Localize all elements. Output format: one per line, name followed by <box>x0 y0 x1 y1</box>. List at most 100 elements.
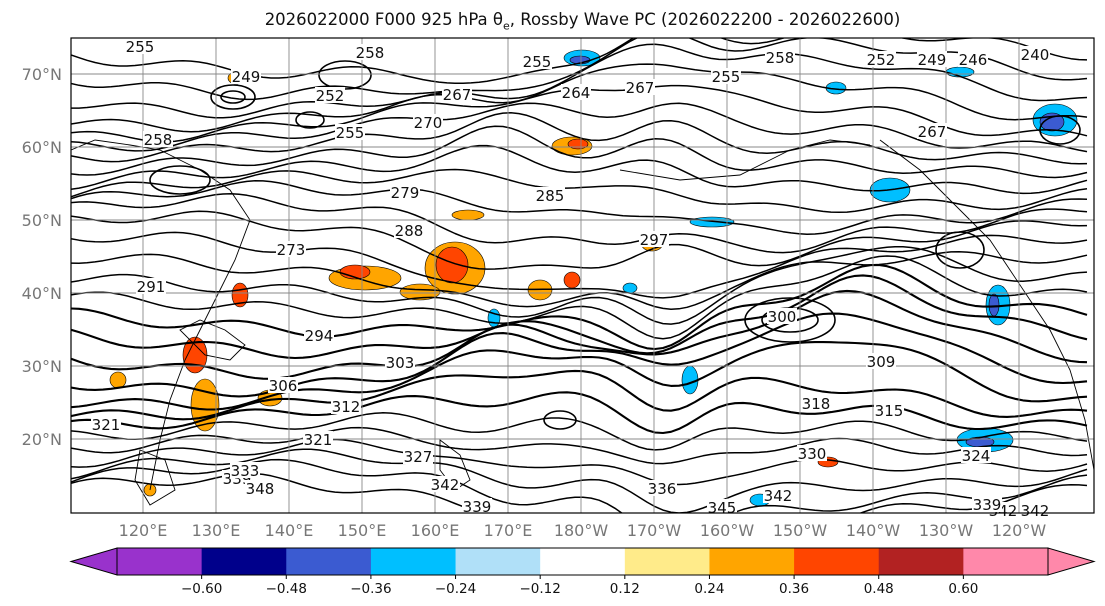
coastline <box>179 319 246 361</box>
contour-label: 309 <box>867 353 896 371</box>
contour-label-bg <box>958 51 988 67</box>
colorbar-tick-label: 0.36 <box>779 581 809 597</box>
contour-label-bg <box>972 496 1002 512</box>
colorbar-segment <box>794 548 880 575</box>
contour-line <box>71 112 1088 165</box>
lat-label: 70°N <box>22 65 62 84</box>
latitude-labels: 70°N 60°N 50°N 40°N 30°N 20°N <box>22 65 62 449</box>
contour-label: 348 <box>246 480 275 498</box>
contour-line <box>71 125 1088 179</box>
contour-line <box>71 438 1088 486</box>
contour-line <box>71 426 1088 465</box>
contour-label: 258 <box>144 131 173 149</box>
colorbar-segment <box>117 548 203 575</box>
lon-label: 130°E <box>192 521 241 540</box>
colorbar-segment <box>201 548 287 575</box>
colorbar-tick-label: 0.24 <box>694 581 724 597</box>
contour-label-bg <box>245 480 275 496</box>
contour-label-bg <box>462 498 492 514</box>
anomaly-patch <box>988 293 1000 317</box>
contour-label: 291 <box>137 278 166 296</box>
anomaly-patch <box>109 371 127 389</box>
colorbar-frame <box>116 547 1049 576</box>
contour-line <box>71 341 1088 411</box>
contour-line <box>71 193 1088 254</box>
contour-label-bg <box>231 68 261 84</box>
contour-label-bg <box>711 68 741 84</box>
contour-label-bg <box>385 354 415 370</box>
contour-label: 273 <box>277 241 306 259</box>
contour-line <box>71 63 1088 133</box>
lon-label: 120°E <box>119 521 168 540</box>
anomaly-patch <box>399 283 441 301</box>
contour-line <box>71 245 1088 325</box>
contour-label: 297 <box>640 231 669 249</box>
contour-line <box>71 102 1088 153</box>
contour-label-bg <box>268 377 298 393</box>
contour-label: 336 <box>648 480 677 498</box>
contour-label-bg <box>430 476 460 492</box>
colorbar: −0.60 −0.48 −0.36 −0.24 −0.12 0.12 0.24 0.36 0.4… <box>69 547 1096 597</box>
contour-label: 258 <box>766 49 795 67</box>
closed-contour <box>220 90 246 104</box>
closed-contour <box>1039 115 1081 145</box>
contour-label: 255 <box>126 38 155 56</box>
longitude-labels: 120°E 130°E 140°E 150°E 160°E 170°E 180°W 170°W… <box>119 521 1047 540</box>
closed-contour <box>543 410 577 430</box>
lat-label: 20°N <box>22 430 62 449</box>
lon-label: 150°W <box>773 521 828 540</box>
contour-label: 339 <box>463 498 492 516</box>
contour-label: 312 <box>332 398 361 416</box>
contour-label: 255 <box>523 53 552 71</box>
contour-line <box>71 255 1088 340</box>
contour-label-bg <box>639 231 669 247</box>
lon-label: 120°W <box>992 521 1047 540</box>
contour-label: 264 <box>562 84 591 102</box>
colorbar-tick-label: −0.24 <box>435 581 476 597</box>
contour-label: 252 <box>867 51 896 69</box>
contour-label: 255 <box>712 68 741 86</box>
contour-line <box>71 289 1088 380</box>
colorbar-tick-label: −0.12 <box>519 581 560 597</box>
contour-label: 285 <box>536 187 565 205</box>
coastline <box>71 139 251 491</box>
contour-label: 252 <box>316 87 345 105</box>
contour-label-bg <box>125 38 155 54</box>
coastline-layer <box>71 139 1094 506</box>
colorbar-extend-right <box>1047 547 1096 576</box>
contour-label: 240 <box>1021 46 1050 64</box>
contour-label: 339 <box>973 496 1002 514</box>
contour-line <box>71 180 1088 235</box>
lon-label: 140°W <box>846 521 901 540</box>
contour-label: 318 <box>802 395 831 413</box>
contour-label-bg <box>866 353 896 369</box>
lon-label: 170°W <box>627 521 682 540</box>
contour-label: 258 <box>356 44 385 62</box>
contour-label-bg <box>331 398 361 414</box>
contour-label-bg <box>522 53 552 69</box>
contour-line <box>71 263 1088 351</box>
colorbar-segment <box>370 548 457 575</box>
contour-label: 333 <box>231 462 260 480</box>
colorbar-tick-label: 0.60 <box>948 581 978 597</box>
contour-label: 327 <box>404 448 433 466</box>
contour-line <box>71 43 1088 119</box>
colorbar-extend-left <box>69 547 118 576</box>
contour-line <box>71 412 1088 451</box>
contour-label: 270 <box>414 114 443 132</box>
lon-label: 180°W <box>554 521 609 540</box>
contour-line <box>71 144 1088 195</box>
contour-label-bg <box>413 114 443 130</box>
contour-line <box>71 231 1088 299</box>
lat-label: 40°N <box>22 284 62 303</box>
closed-contour <box>744 297 836 343</box>
contour-label-bg <box>143 131 173 147</box>
lon-label: 140°E <box>265 521 314 540</box>
contour-label-bg <box>763 487 793 503</box>
colorbar-segment <box>455 548 541 575</box>
contour-label-bg <box>765 49 795 65</box>
coastline <box>619 139 871 181</box>
contour-label: 342 <box>764 487 793 505</box>
colorbar-tick-label: −0.48 <box>266 581 307 597</box>
coastline <box>879 139 1094 471</box>
